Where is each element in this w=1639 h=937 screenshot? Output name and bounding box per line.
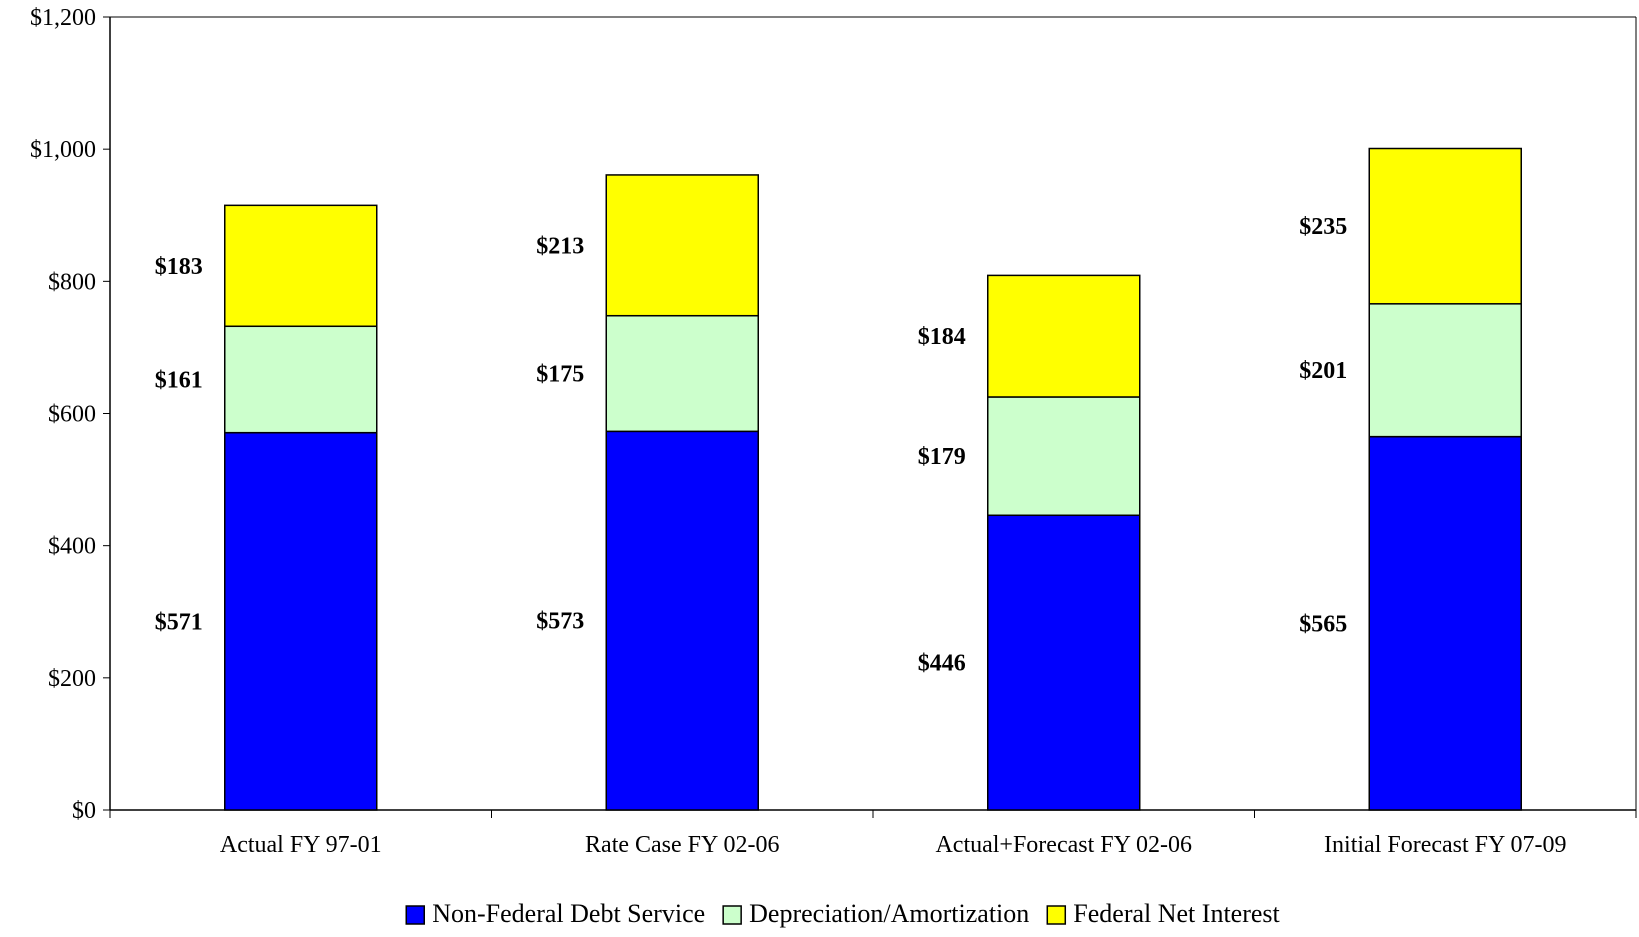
bar-segment-depreciation-amortization [987, 396, 1141, 517]
bar-stacks [224, 147, 1522, 811]
data-label: $201 [1299, 358, 1347, 384]
bar-segment-federal-net-interest [987, 274, 1141, 398]
data-label: $175 [536, 362, 584, 388]
bar-segment-federal-net-interest [224, 204, 378, 328]
data-label: $179 [918, 444, 966, 470]
y-tick-label: $0 [72, 798, 96, 824]
bar-segment-federal-net-interest [1368, 147, 1522, 305]
bar-segment-non-federal-debt-service [224, 431, 378, 811]
data-label: $571 [155, 609, 203, 635]
legend-label: Federal Net Interest [1073, 899, 1280, 928]
data-label: $446 [918, 651, 966, 677]
y-tick-label: $600 [48, 402, 96, 428]
y-tick-label: $1,000 [30, 137, 96, 163]
y-tick-label: $800 [48, 269, 96, 295]
legend-item: Federal Net Interest [1046, 899, 1281, 928]
legend-item: Non-Federal Debt Service [405, 899, 705, 928]
category-label: Actual FY 97-01 [220, 832, 382, 858]
y-tick-label: $200 [48, 666, 96, 692]
legend-swatch [405, 905, 425, 925]
y-tick-label: $1,200 [30, 5, 96, 31]
data-label: $161 [155, 367, 203, 393]
data-label: $184 [918, 324, 966, 350]
legend-swatch [722, 905, 742, 925]
legend-item: Depreciation/Amortization [722, 899, 1029, 928]
bar-segment-non-federal-debt-service [605, 430, 759, 811]
y-tick-labels: $0 $200 $400 $600 $800 $1,000 $1,200 [30, 5, 110, 824]
y-tick-label: $400 [48, 534, 96, 560]
data-label: $183 [155, 254, 203, 280]
category-labels: Actual FY 97-01 Rate Case FY 02-06 Actual+… [220, 832, 1567, 858]
data-label: $573 [536, 609, 584, 635]
legend: Non-Federal Debt Service Depreciation/Amo… [405, 899, 1281, 928]
data-labels: $571 $161 $183 $573 $175 $213 $446 $179 $184 $565… [155, 214, 1348, 676]
bar-segment-non-federal-debt-service [1368, 435, 1522, 811]
bar-segment-federal-net-interest [605, 174, 759, 317]
bar-segment-depreciation-amortization [1368, 303, 1522, 438]
data-label: $565 [1299, 611, 1347, 637]
legend-label: Non-Federal Debt Service [432, 899, 705, 928]
legend-label: Depreciation/Amortization [749, 899, 1029, 928]
bar-segment-depreciation-amortization [224, 325, 378, 434]
category-label: Initial Forecast FY 07-09 [1324, 832, 1566, 858]
bar-segment-non-federal-debt-service [987, 514, 1141, 811]
category-label: Rate Case FY 02-06 [585, 832, 779, 858]
legend-swatch [1046, 905, 1067, 925]
data-label: $213 [536, 233, 584, 259]
category-label: Actual+Forecast FY 02-06 [935, 832, 1192, 858]
bar-segment-depreciation-amortization [605, 314, 759, 433]
data-label: $235 [1299, 214, 1347, 240]
